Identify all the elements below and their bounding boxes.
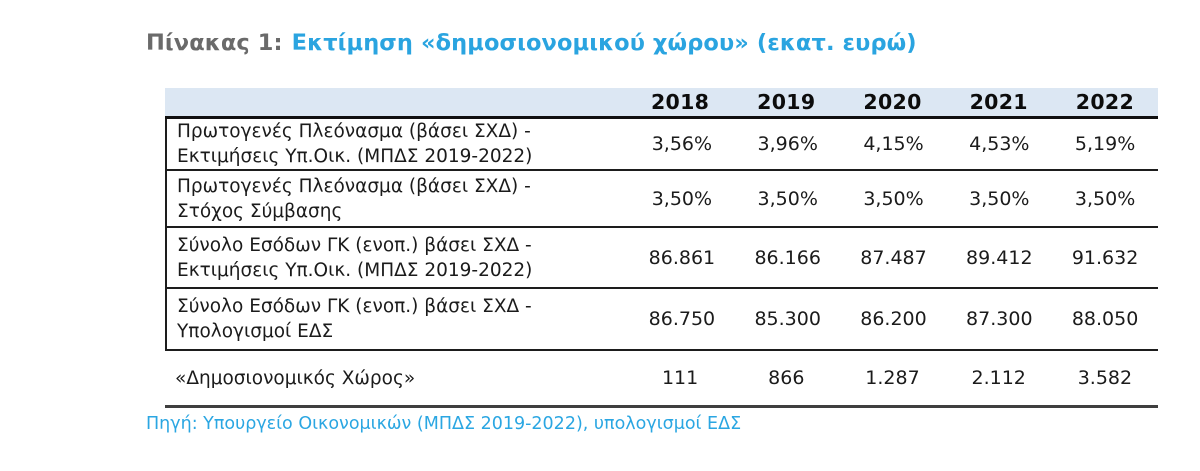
table-title-text: Εκτίμηση «δημοσιονομικού χώρου» (εκατ. ε… [291, 30, 917, 56]
cell-value: 89.412 [966, 246, 1033, 269]
table-row-fiscal-space: «Δημοσιονομικός Χώρος» 111 866 1.287 2.1… [165, 351, 1158, 408]
row-label-line: Υπολογισμοί ΕΔΣ [177, 321, 334, 342]
cell-value: 3,50% [757, 187, 818, 210]
table-row-primary-surplus-estimates: Πρωτογενές Πλεόνασμα (βάσει ΣΧΔ) - Εκτιμ… [165, 119, 1158, 171]
year-header: 2019 [757, 90, 816, 114]
page-title: Πίνακας 1: Εκτίμηση «δημοσιονομικού χώρου… [146, 30, 917, 56]
table-row-total-revenue-eds: Σύνολο Εσόδων ΓΚ (ενοπ.) βάσει ΣΧΔ - Υπο… [165, 289, 1158, 351]
cell-value: 5,19% [1074, 133, 1136, 155]
cell-value: 1.287 [865, 367, 920, 389]
cell-value: 3,96% [757, 133, 818, 155]
cell-value: 3,50% [651, 187, 713, 210]
row-label-line: «Δημοσιονομικός Χώρος» [175, 367, 416, 389]
row-label: Σύνολο Εσόδων ΓΚ (ενοπ.) βάσει ΣΧΔ - Εκτ… [167, 233, 629, 283]
row-label-line: Πρωτογενές Πλεόνασμα (βάσει ΣΧΔ) - [177, 175, 531, 197]
cell-value: 4,53% [969, 133, 1030, 155]
cell-value: 86.750 [648, 308, 716, 330]
row-label-line: Εκτιμήσεις Υπ.Οικ. (ΜΠΔΣ 2019-2022) [177, 259, 533, 281]
cell-value: 866 [768, 367, 805, 389]
cell-value: 3,50% [863, 187, 924, 210]
fiscal-space-table: 2018 2019 2020 2021 2022 Πρωτογενές Πλεό… [165, 88, 1158, 408]
cell-value: 86.166 [754, 246, 821, 269]
source-note: Πηγή: Υπουργείο Οικονομικών (ΜΠΔΣ 2019-2… [146, 414, 742, 434]
row-label-line: Σύνολο Εσόδων ΓΚ (ενοπ.) βάσει ΣΧΔ - [177, 296, 532, 317]
row-label-line: Εκτιμήσεις Υπ.Οικ. (ΜΠΔΣ 2019-2022) [177, 146, 533, 167]
cell-value: 87.300 [966, 308, 1033, 330]
row-label: Πρωτογενές Πλεόνασμα (βάσει ΣΧΔ) - Εκτιμ… [167, 119, 629, 169]
cell-value: 86.200 [860, 308, 927, 330]
year-header: 2022 [1075, 90, 1135, 114]
cell-value: 3,50% [1074, 187, 1136, 210]
cell-value: 3.582 [1077, 367, 1133, 389]
row-label-line: Στόχος Σύμβασης [177, 200, 343, 222]
row-label-line: Σύνολο Εσόδων ΓΚ (ενοπ.) βάσει ΣΧΔ - [177, 234, 532, 256]
row-label: «Δημοσιονομικός Χώρος» [165, 366, 627, 391]
row-label: Πρωτογενές Πλεόνασμα (βάσει ΣΧΔ) - Στόχο… [167, 174, 629, 224]
year-header: 2018 [650, 90, 710, 114]
cell-value: 88.050 [1071, 308, 1139, 330]
table-header-row: 2018 2019 2020 2021 2022 [165, 88, 1158, 119]
row-label-line: Πρωτογενές Πλεόνασμα (βάσει ΣΧΔ) - [177, 121, 531, 142]
cell-value: 111 [661, 367, 699, 389]
cell-value: 4,15% [863, 133, 924, 155]
year-header: 2020 [863, 90, 922, 114]
row-label: Σύνολο Εσόδων ΓΚ (ενοπ.) βάσει ΣΧΔ - Υπο… [167, 294, 629, 344]
cell-value: 3,56% [651, 133, 713, 155]
year-header: 2021 [969, 90, 1028, 114]
cell-value: 3,50% [969, 187, 1030, 210]
table-row-total-revenue-estimates: Σύνολο Εσόδων ΓΚ (ενοπ.) βάσει ΣΧΔ - Εκτ… [165, 228, 1158, 289]
cell-value: 85.300 [754, 308, 821, 330]
table-row-primary-surplus-target: Πρωτογενές Πλεόνασμα (βάσει ΣΧΔ) - Στόχο… [165, 171, 1158, 228]
cell-value: 2.112 [971, 367, 1026, 389]
table-number-label: Πίνακας 1: [146, 30, 283, 56]
cell-value: 87.487 [860, 246, 927, 269]
cell-value: 91.632 [1071, 246, 1139, 269]
cell-value: 86.861 [648, 246, 716, 269]
